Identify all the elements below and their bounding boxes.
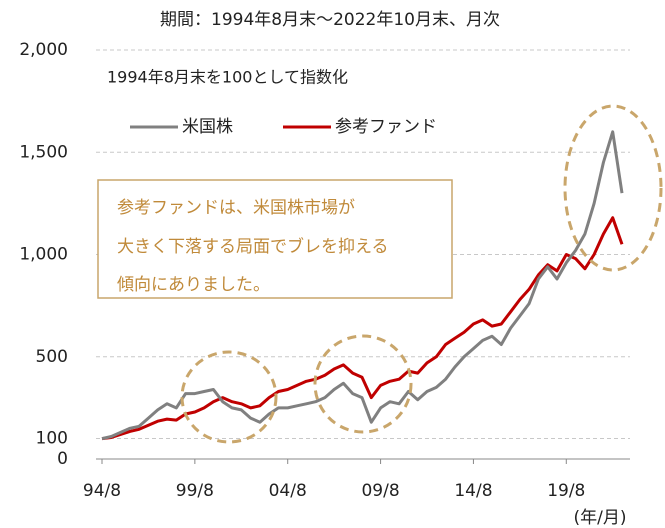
x-tick-label: 94/8 [83,481,121,501]
x-axis-label: (年/月) [574,508,627,528]
legend-label: 参考ファンド [335,117,437,137]
highlight-circle [180,350,278,444]
legend-item: 米国株 [130,117,233,137]
highlight-circles [180,104,663,444]
x-tick-label: 99/8 [176,481,214,501]
y-tick-label: 100 [36,429,68,449]
y-tick-label: 1,000 [19,245,68,265]
x-tick-label: 09/8 [361,481,399,501]
highlight-circle [563,104,663,272]
highlight-circle [313,334,413,434]
annotation-line: 参考ファンドは、米国株市場が [117,198,355,218]
annotation-line: 傾向にありました。 [117,275,270,295]
y-tick-label: 1,500 [19,142,68,162]
series-line [101,216,624,441]
x-tick-label: 19/8 [547,481,585,501]
y-tick-label: 0 [57,449,68,469]
y-tick-label: 2,000 [19,40,68,60]
subtitle: 1994年8月末を100として指数化 [107,68,348,87]
chart-title: 期間：1994年8月末～2022年10月末、月次 [160,10,500,30]
series-line [101,130,624,441]
legend-label: 米国株 [182,117,233,137]
y-tick-label: 500 [36,347,68,367]
annotation-box [97,179,453,299]
x-tick-label: 14/8 [454,481,492,501]
annotation-line: 大きく下落する局面でブレを抑える [117,236,389,257]
legend-item: 参考ファンド [283,117,437,137]
x-tick-label: 04/8 [269,481,307,501]
